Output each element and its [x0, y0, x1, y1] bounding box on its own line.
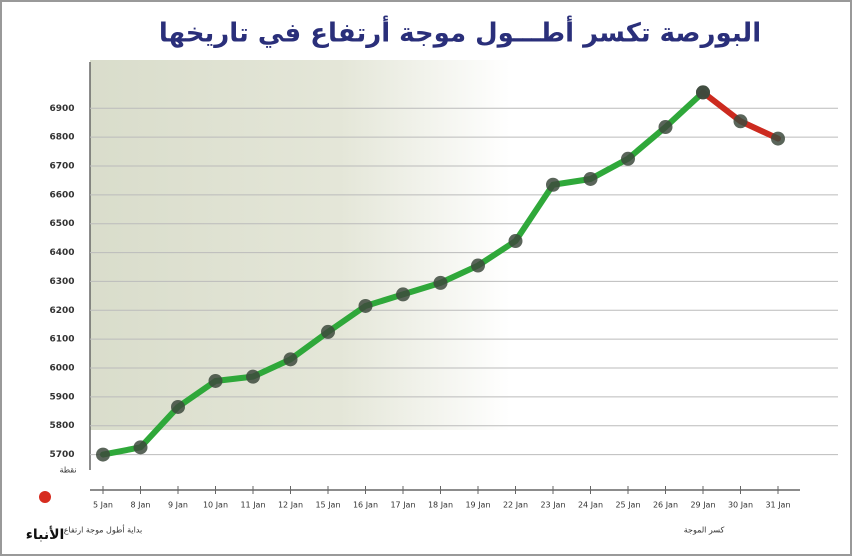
point [171, 400, 185, 414]
x-tick-label: 30 Jan [728, 501, 753, 510]
x-tick-label: 12 Jan [278, 501, 303, 510]
x-tick-label: 17 Jan [390, 501, 415, 510]
y-tick-label: 6800 [49, 133, 74, 143]
x-tick-label: 18 Jan [428, 501, 453, 510]
x-tick-label: 8 Jan [131, 501, 151, 510]
x-tick-label: 10 Jan [203, 501, 228, 510]
y-tick-label: 6900 [49, 104, 74, 114]
point [209, 374, 223, 388]
chart: البورصة تكسر أطـــول موجة أرتفاع في تاري… [0, 0, 852, 556]
point [696, 85, 710, 99]
point [771, 132, 785, 146]
y-tick-label: 6200 [49, 306, 74, 316]
background [90, 60, 650, 430]
start-label: بداية أطول موجة ارتفاع [64, 525, 143, 535]
y-tick-label: 5700 [49, 450, 74, 460]
y-tick-label: 6300 [49, 277, 74, 287]
point [96, 448, 110, 462]
point [734, 114, 748, 128]
y-tick-label: 6000 [49, 364, 74, 374]
point [321, 325, 335, 339]
logo-icon [39, 491, 51, 503]
x-tick-label: 25 Jan [615, 501, 640, 510]
point [621, 152, 635, 166]
x-tick-label: 29 Jan [690, 501, 715, 510]
point [584, 172, 598, 186]
point [509, 234, 523, 248]
logo: الأنباء [26, 526, 65, 543]
x-tick-label: 5 Jan [93, 501, 113, 510]
point [471, 259, 485, 273]
point [434, 276, 448, 290]
y-tick-label: 6400 [49, 248, 74, 258]
x-tick-label: 31 Jan [765, 501, 790, 510]
point [134, 440, 148, 454]
point [396, 287, 410, 301]
x-tick-label: 11 Jan [240, 501, 265, 510]
x-tick-label: 15 Jan [315, 501, 340, 510]
y-tick-label: 6600 [49, 190, 74, 200]
point [359, 299, 373, 313]
y-tick-label: 6700 [49, 162, 74, 172]
point [284, 352, 298, 366]
x-tick-label: 16 Jan [353, 501, 378, 510]
y-tick-label: 6500 [49, 219, 74, 229]
x-tick-label: 22 Jan [503, 501, 528, 510]
unit-label: نقطة [59, 466, 76, 475]
chart-title: البورصة تكسر أطـــول موجة أرتفاع في تاري… [159, 16, 761, 49]
y-tick-label: 5900 [49, 392, 74, 402]
point [546, 178, 560, 192]
y-tick-label: 5800 [49, 421, 74, 431]
x-tick-label: 24 Jan [578, 501, 603, 510]
break-label: كسر الموجة [684, 526, 725, 535]
point [659, 120, 673, 134]
x-tick-label: 9 Jan [168, 501, 188, 510]
y-tick-label: 6100 [49, 335, 74, 345]
point [246, 370, 260, 384]
x-tick-label: 26 Jan [653, 501, 678, 510]
x-tick-label: 23 Jan [540, 501, 565, 510]
x-tick-label: 19 Jan [465, 501, 490, 510]
